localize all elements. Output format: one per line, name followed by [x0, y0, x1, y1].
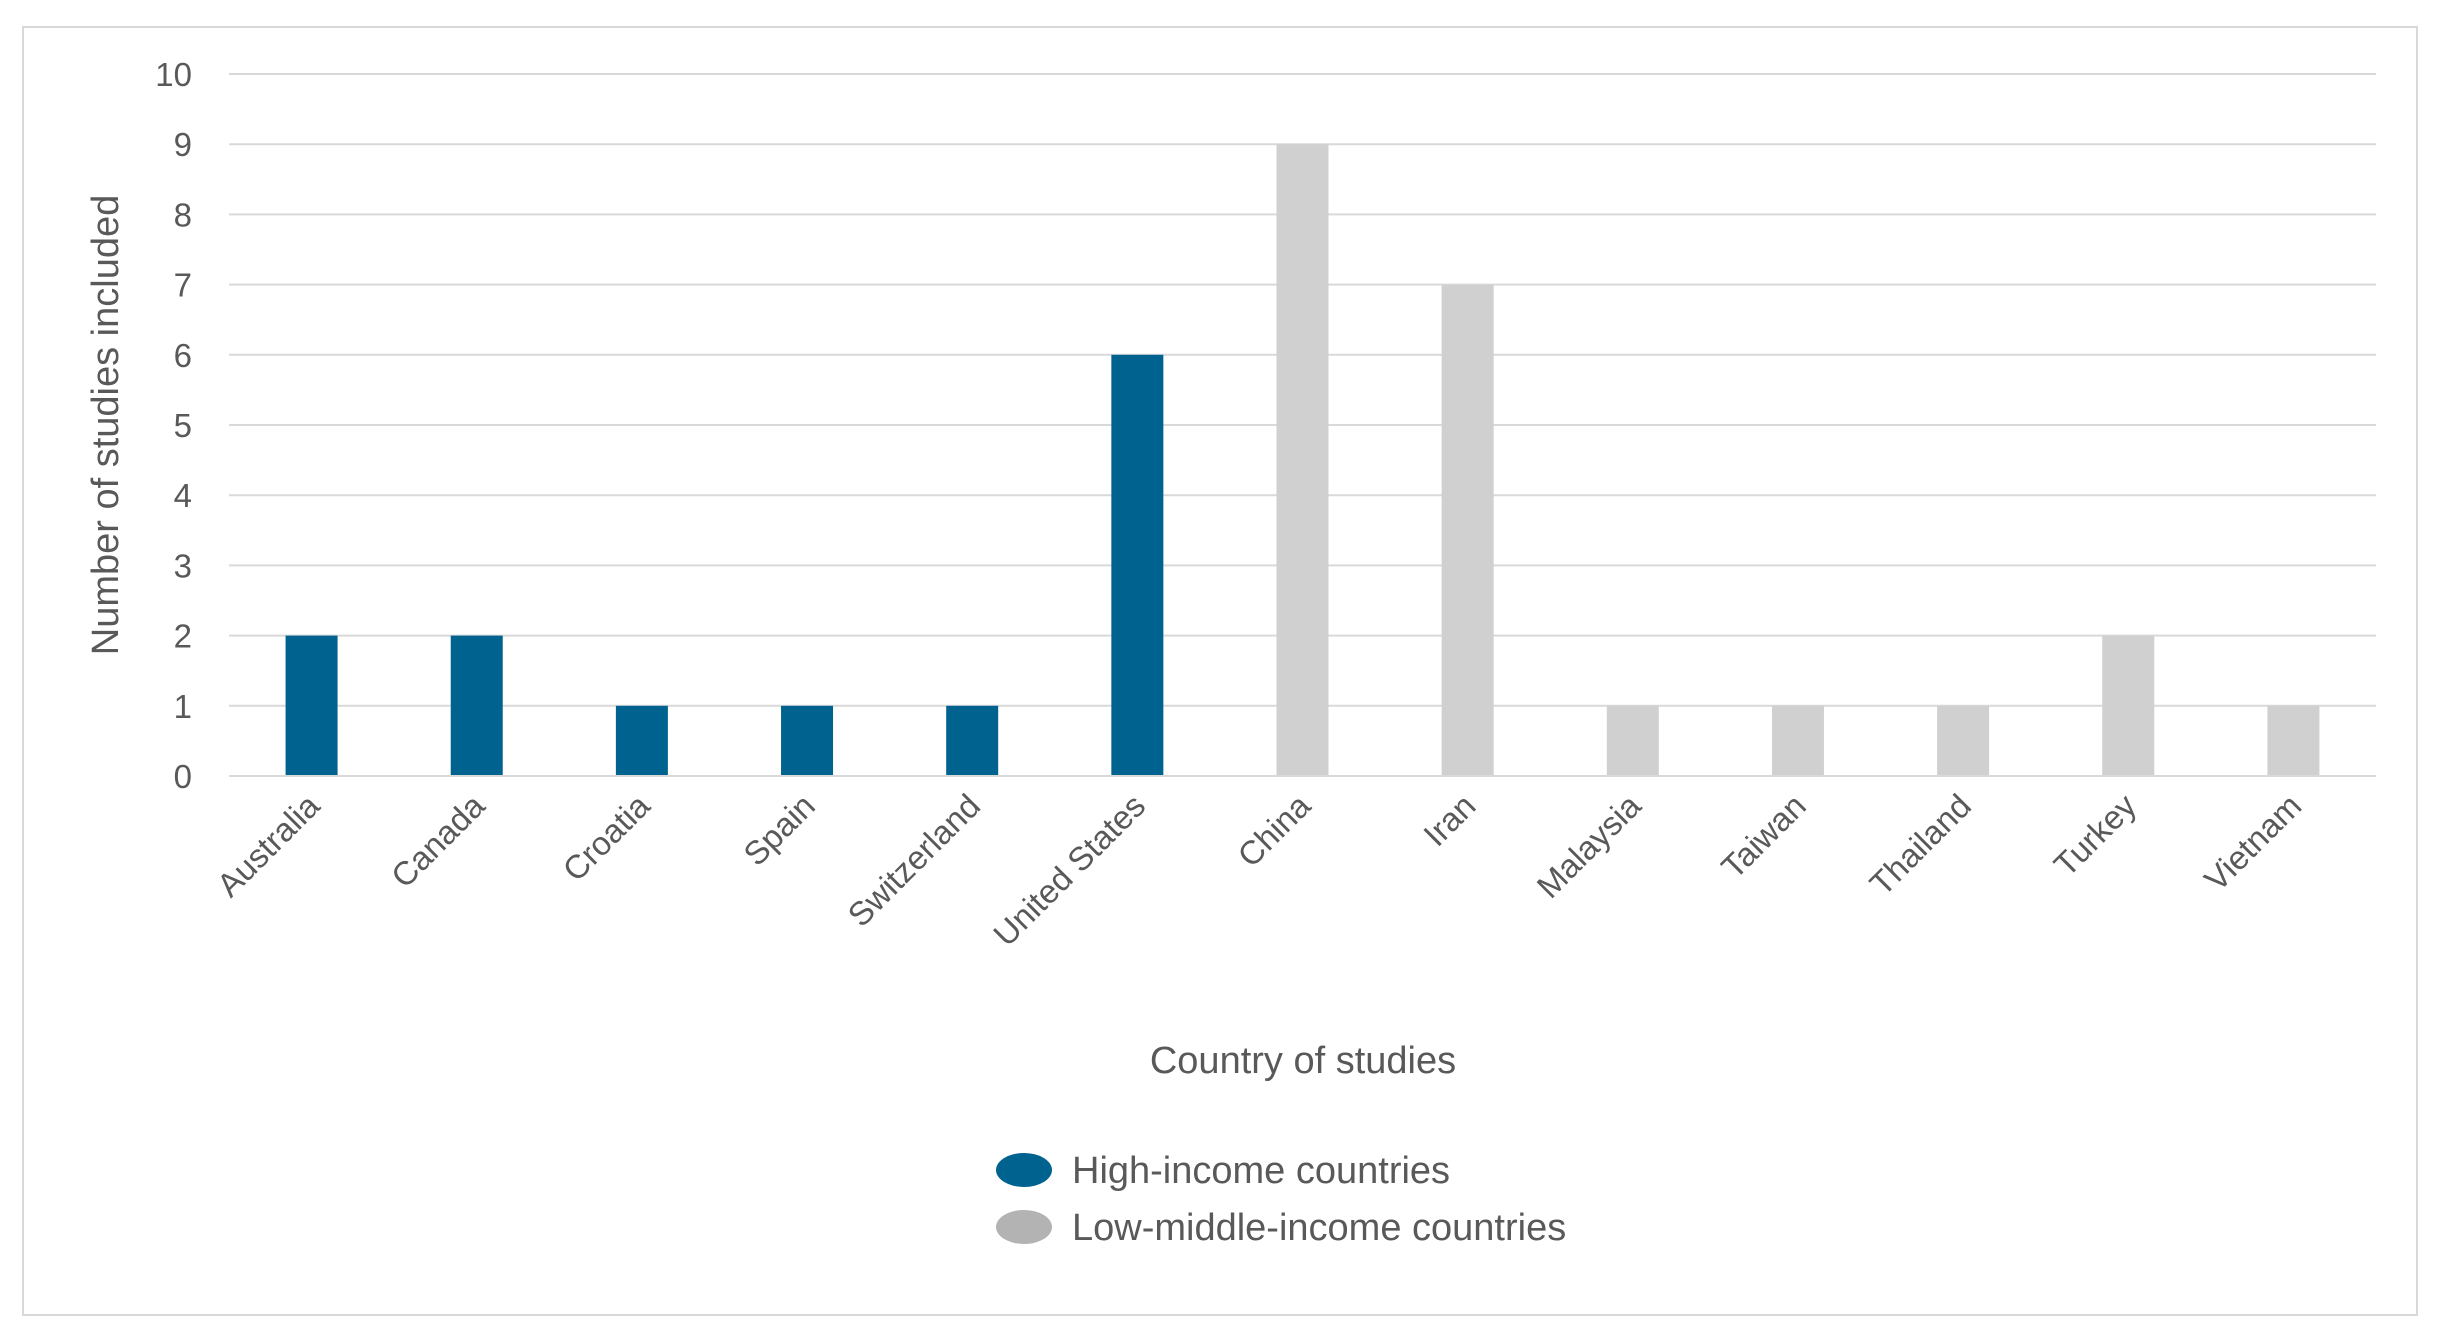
- legend-label: High-income countries: [1072, 1150, 1450, 1192]
- y-tick-label: 7: [174, 267, 192, 304]
- bar-iran: [1441, 284, 1494, 776]
- x-tick-label: Taiwan: [1714, 787, 1813, 886]
- bar-china: [1276, 144, 1329, 776]
- y-tick-label: 9: [174, 126, 192, 163]
- bar-turkey: [2102, 635, 2155, 776]
- chart-frame: [22, 26, 2418, 1316]
- y-tick-label: 1: [174, 688, 192, 725]
- x-tick-label: Spain: [736, 787, 822, 873]
- x-tick-label: Switzerland: [840, 787, 987, 934]
- x-tick-label: China: [1230, 786, 1318, 874]
- bars: [285, 144, 2320, 776]
- x-axis-title: Country of studies: [1150, 1040, 1456, 1082]
- bar-taiwan: [1771, 705, 1824, 776]
- y-axis-title: Number of studies included: [85, 195, 127, 655]
- x-tick-label: Croatia: [555, 786, 657, 888]
- y-tick-label: 0: [174, 758, 192, 795]
- bar-united-states: [1111, 354, 1164, 776]
- y-tick-label: 6: [174, 337, 192, 374]
- y-tick-label: 4: [174, 477, 192, 514]
- y-tick-label: 5: [174, 407, 192, 444]
- x-axis-tick-labels: Australia Canada Croatia Spain SwitzerlandUn…: [210, 786, 2309, 953]
- x-tick-label: Canada: [384, 786, 492, 894]
- bar-vietnam: [2267, 705, 2320, 776]
- y-axis-tick-labels: 0 1 2 3 4 5 6 7 8 9 10: [155, 56, 192, 795]
- bar-thailand: [1937, 705, 1990, 776]
- x-tick-label: Vietnam: [2197, 787, 2308, 898]
- y-tick-label: 2: [174, 618, 192, 655]
- y-tick-label: 10: [155, 56, 192, 93]
- bar-switzerland: [946, 705, 999, 776]
- bar-croatia: [615, 705, 668, 776]
- legend: High-income countries Low-middle-income c…: [996, 1150, 1566, 1249]
- x-tick-label: Malaysia: [1530, 786, 1649, 905]
- bar-australia: [285, 635, 338, 776]
- x-tick-label: Turkey: [2047, 786, 2144, 883]
- y-tick-label: 8: [174, 196, 192, 233]
- legend-swatch: [996, 1153, 1052, 1187]
- bar-malaysia: [1606, 705, 1659, 776]
- x-tick-label: Thailand: [1862, 787, 1978, 903]
- x-tick-label: Iran: [1416, 787, 1482, 853]
- x-tick-label: Australia: [210, 786, 327, 903]
- bar-canada: [450, 635, 503, 776]
- bar-spain: [781, 705, 834, 776]
- legend-swatch: [996, 1210, 1052, 1244]
- x-tick-label: United States: [986, 787, 1152, 953]
- legend-label: Low-middle-income countries: [1072, 1207, 1566, 1249]
- y-tick-label: 3: [174, 547, 192, 584]
